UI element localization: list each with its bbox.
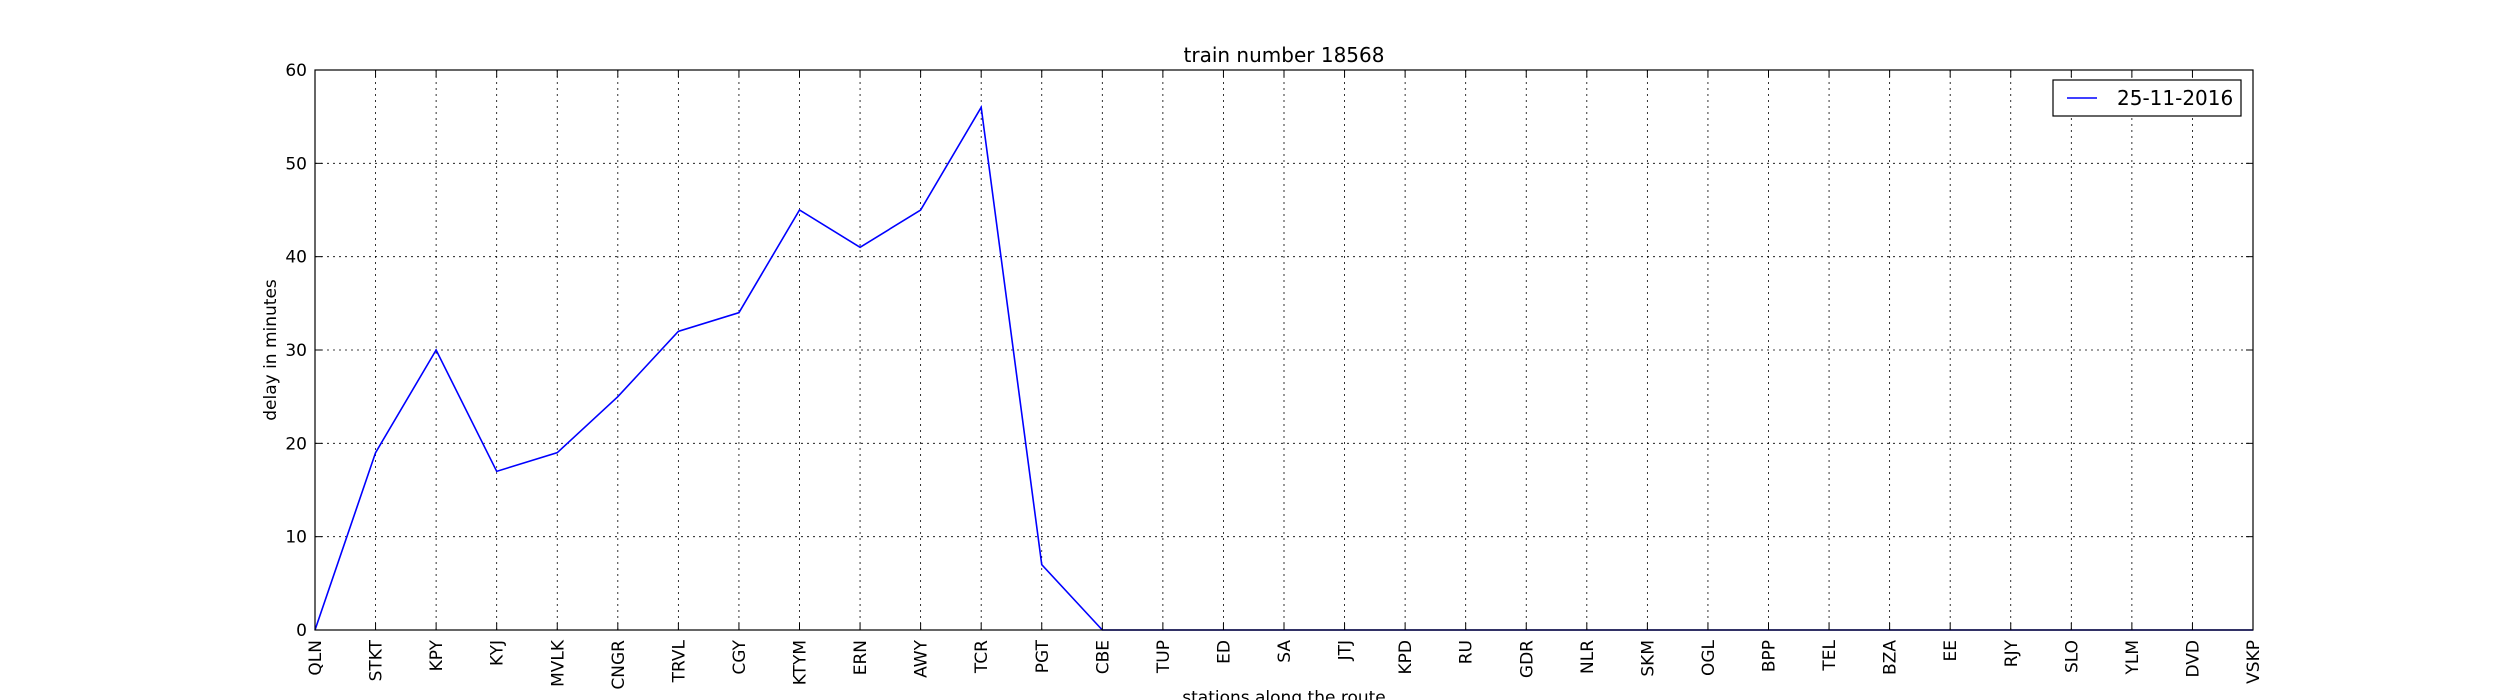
x-tick-label: YLM [2123, 640, 2143, 676]
y-axis-label: delay in minutes [261, 279, 281, 421]
y-tick-label: 50 [285, 154, 307, 174]
x-tick-label: PGT [1033, 639, 1053, 673]
x-tick-label: QLN [306, 640, 326, 676]
x-tick-label: KTYM [791, 640, 811, 685]
x-tick-label: JTJ [1336, 640, 1356, 661]
x-tick-label: TEL [1820, 639, 1840, 671]
x-tick-label: ED [1214, 640, 1234, 664]
x-tick-label: TCR [972, 640, 992, 674]
x-tick-label: DVD [2183, 640, 2203, 678]
x-tick-label: SLO [2062, 640, 2082, 673]
y-tick-label: 10 [285, 528, 307, 548]
x-axis-ticks: QLN STKT KPY KYJ MVLK CNGR TRVL CGY KTYM ERN AWY TC… [306, 70, 2264, 690]
x-tick-label: CBE [1093, 640, 1113, 674]
x-tick-label: BPP [1760, 640, 1780, 672]
x-tick-label: SA [1275, 640, 1295, 663]
x-tick-label: CNGR [609, 640, 629, 690]
legend-entry: 25-11-2016 [2117, 86, 2233, 110]
x-tick-label: CGY [730, 639, 750, 674]
y-tick-label: 0 [296, 621, 307, 641]
x-tick-label: MVLK [548, 639, 568, 687]
x-tick-label: STKT [367, 639, 387, 681]
grid-lines [315, 70, 2253, 630]
x-tick-label: SKM [1638, 640, 1658, 677]
x-tick-label: TRVL [669, 639, 689, 683]
x-tick-label: AWY [912, 639, 932, 678]
x-tick-label: TUP [1154, 640, 1174, 674]
x-tick-label: RU [1457, 640, 1477, 664]
x-tick-label: EE [1941, 640, 1961, 661]
y-tick-label: 40 [285, 248, 307, 268]
x-tick-label: GDR [1517, 640, 1537, 678]
x-tick-label: OGL [1699, 639, 1719, 676]
y-tick-label: 60 [285, 61, 307, 81]
chart-title: train number 18568 [1184, 43, 1385, 67]
x-tick-label: RJY [2002, 639, 2022, 667]
y-axis-ticks: 0 10 20 30 40 50 60 [285, 61, 2253, 641]
x-tick-label: VSKP [2244, 640, 2264, 684]
legend: 25-11-2016 [2052, 79, 2242, 117]
y-tick-label: 20 [285, 434, 307, 454]
x-tick-label: KPY [427, 639, 447, 671]
x-tick-label: KPD [1396, 640, 1416, 675]
x-tick-label: KYJ [488, 640, 508, 666]
x-tick-label: NLR [1578, 640, 1598, 674]
y-tick-label: 30 [285, 341, 307, 361]
x-tick-label: BZA [1881, 640, 1901, 675]
x-tick-label: ERN [851, 640, 871, 675]
x-axis-label: stations along the route [1182, 688, 1386, 700]
